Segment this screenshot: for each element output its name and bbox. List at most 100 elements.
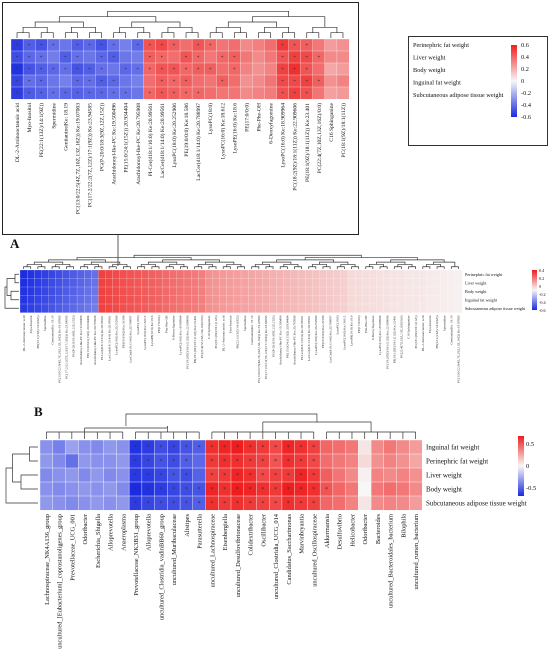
overview-cell xyxy=(440,269,449,279)
significance-mark: * xyxy=(274,459,277,465)
overview-cell xyxy=(41,269,49,279)
overview-cell xyxy=(205,269,213,279)
overview-cell xyxy=(169,278,178,288)
overview-cell xyxy=(62,295,71,305)
heatmap-cell xyxy=(39,481,54,497)
legend-row-label: Liver weight xyxy=(413,55,446,62)
column-label: LysoPC(18:0) Ke:20.252906 xyxy=(171,103,178,168)
overview-column-label: PC(18:1(9Z)/18:1(11Z)) xyxy=(414,316,418,349)
overview-column-label: LacCer(d18:1/14:0) Ke:20.99561 xyxy=(107,315,111,361)
overview-column-label: Gentianine|Ke: 18.19 xyxy=(50,315,54,344)
overview-cell xyxy=(312,286,320,296)
significance-mark: * xyxy=(76,44,79,49)
overview-cell xyxy=(226,295,235,305)
significance-mark: * xyxy=(172,501,175,507)
overview-column-label: Myo-Inositol xyxy=(29,315,33,333)
overview-cell xyxy=(283,269,292,279)
overview-cell xyxy=(290,278,299,288)
overview-column-dendrogram xyxy=(254,264,270,267)
overview-row-label: Perinephric fat weight xyxy=(465,272,503,277)
overview-cell xyxy=(305,303,313,313)
significance-mark: * xyxy=(318,80,321,85)
overview-cell xyxy=(255,269,263,279)
overview-cell xyxy=(76,269,85,279)
overview-cell xyxy=(383,295,392,305)
panel-b-color-bar-tick: 0.5 xyxy=(526,441,534,448)
overview-column-dendrogram xyxy=(279,266,288,269)
overview-column-dendrogram xyxy=(112,264,128,267)
significance-mark: * xyxy=(161,80,164,85)
overview-cell xyxy=(141,303,149,313)
overview-cell xyxy=(440,286,449,296)
overview-cell xyxy=(404,295,413,305)
overview-cell xyxy=(19,286,28,296)
heatmap-cell xyxy=(116,453,130,469)
overview-column-dendrogram xyxy=(304,257,418,260)
significance-mark: * xyxy=(159,459,162,465)
overview-column-label: PC(18:2(9Z)/18:1(11Z)) Ke:22.909606 xyxy=(385,315,389,368)
overview-cell xyxy=(133,278,142,288)
significance-mark: * xyxy=(147,445,150,451)
significance-mark: * xyxy=(88,68,91,73)
significance-mark: * xyxy=(210,445,213,451)
overview-cell xyxy=(34,286,42,296)
overview-cell xyxy=(305,286,313,296)
overview-cell xyxy=(48,295,56,305)
overview-cell xyxy=(69,278,78,288)
heatmap-cell xyxy=(345,481,359,497)
overview-cell xyxy=(98,269,106,279)
overview-cell xyxy=(219,303,228,313)
overview-cell xyxy=(411,303,420,313)
zoom-column-dendrogram xyxy=(252,16,326,28)
overview-cell xyxy=(190,295,199,305)
overview-cell xyxy=(183,295,192,305)
overview-column-label: PC(22:4(7Z,10Z,13Z,16Z)/0:0) xyxy=(200,316,205,359)
heatmap-cell xyxy=(103,439,117,455)
overview-column-dendrogram xyxy=(55,264,71,267)
panel-b-column-label: Desulfovibrio xyxy=(337,514,344,550)
overview-cell xyxy=(347,303,356,313)
overview-column-label: LysoPC(18:0) Ke:20.252906 xyxy=(314,315,318,354)
overview-cell xyxy=(426,269,434,279)
significance-mark: * xyxy=(172,459,175,465)
overview-column-label: Arachidonoyl-Ike-PC Ke:19.500496 xyxy=(79,315,83,365)
overview-cell xyxy=(240,269,249,279)
overview-column-label: C16 Sphinganine xyxy=(407,315,411,339)
overview-cell xyxy=(219,286,228,296)
significance-mark: * xyxy=(281,68,284,73)
column-label: PC(13:0/22:5(4Z,7Z,10Z,13Z,16Z)) Ke:19.0… xyxy=(74,103,81,214)
overview-column-label: LysoPC(18:0) xyxy=(335,316,339,335)
significance-mark: * xyxy=(173,92,176,97)
significance-mark: * xyxy=(28,92,31,97)
heatmap-cell xyxy=(90,495,105,511)
zoom-column-dendrogram xyxy=(209,32,223,38)
overview-cell xyxy=(305,295,313,305)
panel-b-column-label: uncultured_Oscillospiraceae xyxy=(311,514,318,587)
significance-mark: * xyxy=(16,56,19,61)
heatmap-cell xyxy=(332,467,347,483)
significance-mark: * xyxy=(172,473,175,479)
overview-cell xyxy=(354,278,363,288)
significance-mark: * xyxy=(306,68,309,73)
significance-mark: * xyxy=(197,44,200,49)
significance-mark: * xyxy=(236,487,239,493)
overview-cell xyxy=(48,278,56,288)
heatmap-cell xyxy=(65,453,79,469)
panel-b-column-label: Bacteroides xyxy=(375,513,382,544)
overview-column-dendrogram xyxy=(426,264,441,267)
significance-mark: * xyxy=(287,445,290,451)
significance-mark: * xyxy=(312,487,315,493)
panel-a-zoom-heatmap: * * * * * * * * * * * * * * * * * * * * * * * * * * * * * * * * * * * * * * * *… xyxy=(10,10,350,214)
overview-cell xyxy=(155,278,163,288)
overview-cell xyxy=(190,269,199,279)
panel-b-column-label: uncultured_Muribaculaceae xyxy=(171,514,178,585)
column-label: LacCer(d18:1/14:0) Ke:20.788997 xyxy=(195,103,202,181)
significance-mark: * xyxy=(312,459,315,465)
significance-mark: * xyxy=(100,92,103,97)
column-label: PE(22:1(13Z)/14:1(9Z)) xyxy=(38,103,45,158)
overview-column-label: PC(17:2/22:2(7Z,12Z)/17:1(9Z)) Ke:23.945… xyxy=(65,315,70,378)
overview-cell xyxy=(91,278,99,288)
heatmap-cell xyxy=(358,467,372,483)
significance-mark: * xyxy=(198,501,201,507)
overview-cell xyxy=(454,278,463,288)
